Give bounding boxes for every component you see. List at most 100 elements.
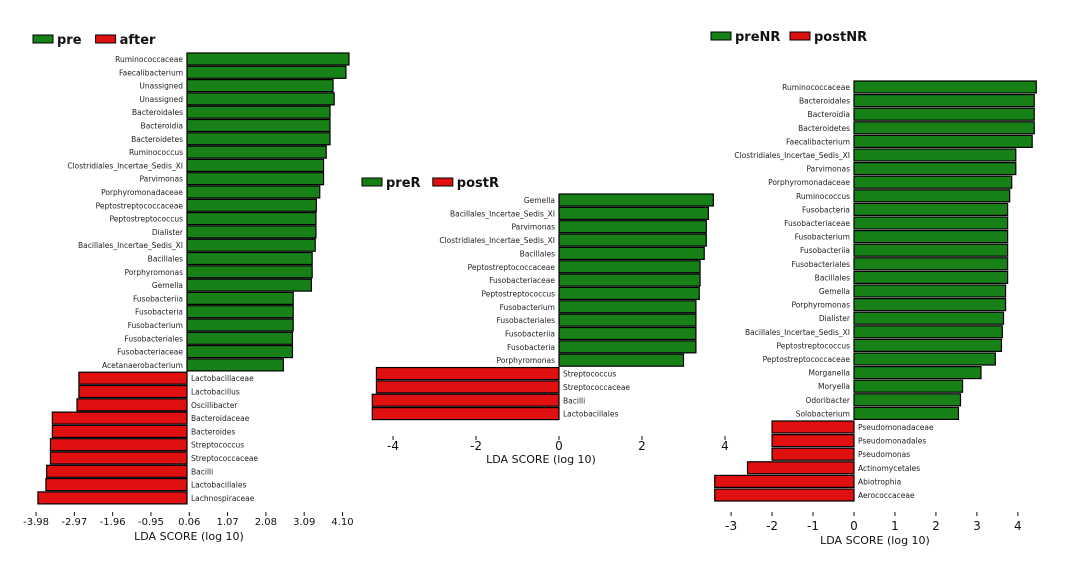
x-tick-label: -2	[766, 519, 778, 533]
lda-chart-2: preR postR Gemella Bacillales_Incertae_Sedi…	[362, 176, 729, 466]
bar-label: Lactobacillales	[191, 481, 246, 490]
bar-parvimonas	[559, 221, 706, 233]
x-tick-label: 1.07	[216, 517, 238, 528]
bar-label: Fusobacterium	[128, 321, 183, 330]
bar-pseudomonas	[772, 448, 854, 460]
bar-label: Porphyromonas	[496, 356, 555, 365]
bar-peptostreptococcus	[854, 339, 1001, 351]
bar-label: Bacteroidetes	[131, 135, 183, 144]
bar-label: Ruminococcaceae	[782, 83, 850, 92]
bar-label: Peptostreptococcaceae	[468, 263, 556, 272]
bar-peptostreptococcaceae	[559, 261, 700, 273]
bar-ruminococcus	[187, 146, 326, 158]
bar-porphyromonadaceae	[187, 186, 320, 198]
bar-label: Ruminococcus	[796, 192, 850, 201]
bar-label: Bacilli	[563, 396, 585, 405]
bar-fusobacteriia	[854, 244, 1008, 256]
bar-label: Bacteroides	[191, 427, 235, 436]
bar-label: Streptococcaceae	[191, 454, 258, 463]
bar-ruminococcus	[854, 190, 1010, 202]
bar-label: Porphyromonadaceae	[101, 188, 183, 197]
bar-label: Bacteroidia	[808, 110, 850, 119]
bar-parvimonas	[854, 163, 1016, 175]
x-tick-label: -1.96	[100, 517, 126, 528]
bar-label: Moryella	[818, 382, 850, 391]
bar-ruminococcaceae	[187, 53, 349, 65]
x-tick-label: 0	[850, 519, 858, 533]
bar-label: Lactobacillaceae	[191, 374, 254, 383]
bar-label: Bacillales_Incertae_Sedis_XI	[745, 328, 850, 337]
bar-gemella	[854, 285, 1006, 297]
bar-label: Ruminococcaceae	[115, 55, 183, 64]
bar-pseudomonadales	[772, 435, 854, 447]
lda-chart-3: preNR postNR Ruminococcaceae Bacteroidales B…	[711, 30, 1036, 547]
bar-label: Lachnospiraceae	[191, 494, 255, 503]
bar-label: Bacillales_Incertae_Sedis_XI	[78, 241, 183, 250]
bar-label: Ruminococcus	[129, 148, 183, 157]
bar-label: Fusobacteriia	[133, 294, 183, 303]
bar-lactobacillales	[46, 479, 187, 491]
bar-label: Clostridiales_Incertae_Sedis_XI	[439, 236, 555, 245]
bar-label: Parvimonas	[139, 175, 183, 184]
bar-porphyromonas	[559, 354, 683, 366]
bar-porphyromonas	[187, 266, 312, 278]
x-tick-label: 3	[973, 519, 981, 533]
x-tick-label: 4	[1014, 519, 1022, 533]
x-tick-label: 3.09	[293, 517, 315, 528]
legend-label-preR: preR	[386, 176, 421, 191]
bar-fusobacteriales	[559, 314, 696, 326]
bar-streptococcaceae	[50, 452, 187, 464]
bar-label: Porphyromonadaceae	[768, 178, 850, 187]
bar-bacillales	[559, 247, 704, 259]
x-tick-label: -2	[470, 439, 482, 453]
bar-lactobacillales	[372, 408, 559, 420]
bar-label: Oscillibacter	[191, 401, 238, 410]
bar-label: Pseudomonas	[858, 450, 910, 459]
bar-label: Gemella	[152, 281, 183, 290]
bar-label: Fusobacteriia	[505, 330, 555, 339]
bar-label: Bacilli	[191, 467, 213, 476]
bar-label: Bacteroidales	[132, 108, 183, 117]
bar-label: Morganella	[809, 369, 851, 378]
bar-fusobacteria	[187, 306, 293, 318]
bar-streptococcus	[50, 439, 187, 451]
lefse-figure: pre afterRuminococcaceaeFaecalibacteriumU…	[0, 0, 1080, 563]
legend-label-postR: postR	[457, 176, 499, 191]
bar-porphyromonas	[854, 299, 1006, 311]
bar-fusobacteria	[559, 341, 696, 353]
bar-fusobacteria	[854, 203, 1008, 215]
bar-label: Dialister	[152, 228, 184, 237]
bar-bacteroidetes	[187, 133, 330, 145]
bar-actinomycetales	[747, 462, 854, 474]
bar-abiotrophia	[715, 475, 854, 487]
bar-label: Pseudomonadaceae	[858, 423, 934, 432]
bar-streptococcus	[376, 368, 559, 380]
bar-label: Bacteroidia	[141, 122, 183, 131]
bar-ruminococcaceae	[854, 81, 1036, 93]
bar-acetanaerobacterium	[187, 359, 283, 371]
x-tick-label: -1	[807, 519, 819, 533]
bar-label: Faecalibacterium	[119, 68, 183, 77]
bar-fusobacteriaceae	[187, 346, 292, 358]
bar-label: Fusobacteriaceae	[117, 348, 183, 357]
legend-swatch-postR	[433, 178, 453, 186]
x-tick-label: 0	[555, 439, 563, 453]
bar-peptostreptococcus	[559, 287, 699, 299]
x-tick-label: 2.08	[255, 517, 277, 528]
bar-label: Bacillales	[148, 255, 183, 264]
legend-swatch-postNR	[790, 32, 810, 40]
x-tick-label: 2	[638, 439, 646, 453]
bar-label: Peptostreptococcus	[482, 289, 556, 298]
x-tick-label: 2	[932, 519, 940, 533]
bar-fusobacteriia	[559, 328, 696, 340]
bar-label: Peptostreptococcus	[777, 341, 851, 350]
bar-clostridiales-incertae-sedis-xi	[854, 149, 1016, 161]
bar-fusobacteriaceae	[854, 217, 1008, 229]
bar-label: Bacteroidaceae	[191, 414, 250, 423]
bar-label: Gemella	[819, 287, 850, 296]
x-axis-title: LDA SCORE (log 10)	[486, 453, 596, 466]
legend-swatch-preR	[362, 178, 382, 186]
bar-bacteroidia	[187, 120, 330, 132]
bar-label: Fusobacteria	[802, 205, 850, 214]
bar-gemella	[559, 194, 713, 206]
